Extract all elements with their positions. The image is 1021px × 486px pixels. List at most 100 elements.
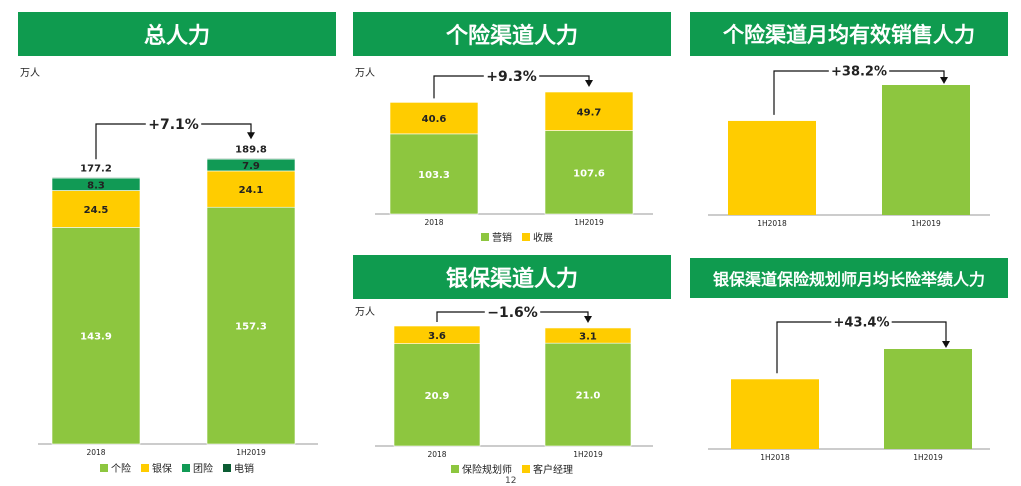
panel-title: 银保渠道保险规划师月均长险举绩人力 [690,258,1008,298]
panel-individual: 个险渠道人力 万人 103.3 40.6 2018 107.6 49.7 1H2019 +9… [353,12,671,244]
legend-label: 保险规划师 [462,465,512,476]
growth-growth-label: +7.1% [148,117,199,133]
growth-bracket-left [95,123,146,160]
bar-segment [544,342,632,447]
x-tick-label: 1H2018 [760,453,790,462]
growth-arrowhead [585,80,593,87]
legend-item: 营销 [481,229,512,244]
total-label: 189.8 [235,144,267,155]
x-tick-label: 1H2019 [573,450,603,459]
chart-individual: 103.3 40.6 2018 107.6 49.7 1H2019 +9.3% [375,69,653,227]
growth-bracket-right [201,123,252,135]
unit-label: 万人 [355,68,375,79]
legend-swatch [182,463,190,472]
panel-banca-planner: 银保渠道保险规划师月均长险举绩人力 1H2018 1H2019 +43.4% [690,258,1008,463]
bar-segment [51,190,141,228]
x-tick-label: 1H2019 [236,448,266,457]
legend-swatch [481,232,489,241]
growth-growth-label: +38.2% [831,65,887,80]
growth-arrowhead [942,341,950,348]
growth-arrowhead [247,132,255,140]
legend-label: 电销 [234,464,254,475]
bar [884,349,972,449]
data-label: 21.0 [576,391,601,402]
x-tick-label: 2018 [86,448,105,457]
data-label: 143.9 [80,332,112,343]
growth-growth-label: +9.3% [486,69,537,85]
panel-total: 总人力 万人 143.9 24.5 8.3 177.2 2018 157.3 24.1 7.9… [18,12,336,482]
growth-bracket-right [540,311,589,318]
x-tick-label: 2018 [424,218,443,227]
data-label: 40.6 [422,114,447,125]
bar-segment [206,158,296,160]
growth-bracket-left [436,311,485,322]
bar-segment [544,91,634,131]
legend-item: 个险 [100,460,131,475]
chart-individual-effective: 1H2018 1H2019 +38.2% [708,65,990,228]
panel-title: 总人力 [18,12,336,56]
x-tick-label: 1H2019 [913,453,943,462]
data-label: 103.3 [418,170,450,181]
panel-individual-effective: 个险渠道月均有效销售人力 1H2018 1H2019 +38.2% [690,12,1008,232]
legend-item: 电销 [223,460,254,475]
growth-bracket-right [889,70,945,79]
legend-label: 银保 [152,464,172,475]
legend-swatch [522,464,530,473]
legend-label: 营销 [492,233,512,244]
bar-segment [393,343,481,447]
growth-bracket-right [891,321,947,343]
legend-label: 团险 [193,464,213,475]
legend-swatch [223,463,231,472]
growth-bracket-left [773,70,829,115]
data-label: 3.1 [579,332,597,343]
bar [731,379,819,449]
legend-label: 收展 [533,233,553,244]
x-tick-label: 1H2019 [574,218,604,227]
bar [882,85,970,215]
chart-total: 143.9 24.5 8.3 177.2 2018 157.3 24.1 7.9 189.8 1H… [38,117,318,457]
legend-item: 收展 [522,229,553,244]
x-tick-label: 1H2018 [757,219,787,228]
x-tick-label: 1H2019 [911,219,941,228]
bar-segment [544,327,632,344]
legend-swatch [451,464,459,473]
bar-segment [206,170,296,208]
bar-segment [389,133,479,215]
bar-segment [389,102,479,135]
data-label: 20.9 [425,391,450,402]
data-label: 7.9 [242,161,260,172]
data-label: 24.1 [239,185,264,196]
bar-segment [393,325,481,344]
panel-title: 银保渠道人力 [353,255,671,299]
chart-banca-planner: 1H2018 1H2019 +43.4% [708,316,990,462]
growth-bracket-left [433,75,484,99]
growth-arrowhead [940,77,948,84]
legend-item: 客户经理 [522,461,573,476]
data-label: 24.5 [84,205,109,216]
panel-title: 个险渠道月均有效销售人力 [690,12,1008,56]
page-number: 12 [505,476,517,486]
data-label: 49.7 [577,107,602,118]
bar-segment [51,176,141,179]
bar [728,120,816,215]
legend-item: 银保 [141,460,172,475]
legend-label: 客户经理 [533,465,573,476]
data-label: 157.3 [235,322,267,333]
legend: 保险规划师 客户经理 [451,461,573,476]
growth-growth-label: −1.6% [487,305,538,321]
unit-label: 万人 [355,307,375,318]
legend: 个险 银保 团险 电销 [100,460,254,475]
growth-bracket-left [776,321,832,374]
legend-label: 个险 [111,464,131,475]
legend-item: 团险 [182,460,213,475]
chart-banca: 20.9 3.6 2018 21.0 3.1 1H2019 −1.6% [375,305,653,459]
legend-swatch [522,232,530,241]
legend-swatch [141,463,149,472]
panel-title: 个险渠道人力 [353,12,671,56]
total-label: 177.2 [80,163,112,174]
data-label: 8.3 [87,180,105,191]
x-tick-label: 2018 [427,450,446,459]
growth-growth-label: +43.4% [834,316,890,331]
data-label: 3.6 [428,331,446,342]
legend-swatch [100,463,108,472]
